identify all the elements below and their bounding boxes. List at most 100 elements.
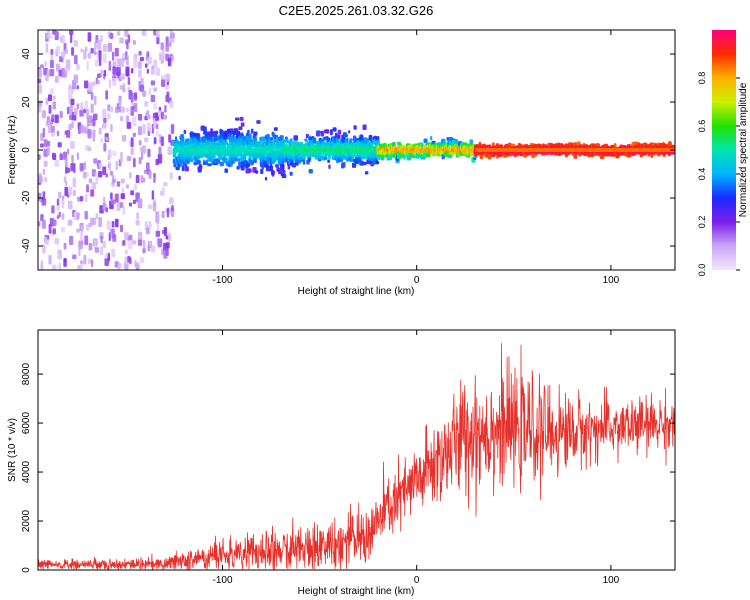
heatmap-cell	[38, 101, 43, 107]
heatmap-cell	[160, 74, 166, 80]
heatmap-cell	[98, 217, 103, 227]
heatmap-cell	[74, 54, 78, 65]
heatmap-cell	[132, 40, 136, 45]
heatmap-cell	[64, 49, 69, 55]
heatmap-cell	[50, 54, 54, 60]
heatmap-cell	[202, 136, 207, 143]
heatmap-cell	[126, 107, 129, 113]
heatmap-cell	[260, 168, 264, 174]
colorbar-tick-label: 0.6	[697, 120, 707, 133]
heatmap-cell	[282, 170, 286, 174]
heatmap-cell	[264, 176, 268, 181]
heatmap-cell	[167, 41, 172, 47]
heatmap-cell	[125, 184, 129, 189]
heatmap-cell	[119, 37, 124, 44]
heatmap-cell	[90, 189, 95, 197]
heatmap-cell	[101, 108, 107, 118]
heatmap-cell	[137, 198, 143, 208]
heatmap-cell	[93, 95, 97, 105]
heatmap-cell	[308, 169, 313, 174]
heatmap-cell	[157, 238, 163, 248]
heatmap-cell	[160, 111, 164, 120]
heatmap-cell	[196, 160, 201, 165]
heatmap-cell	[119, 202, 124, 209]
heatmap-cell	[353, 125, 357, 130]
heatmap-cell	[49, 69, 55, 77]
heatmap-cell	[135, 174, 140, 184]
heatmap-cell	[147, 56, 153, 64]
heatmap-cell	[328, 155, 331, 160]
heatmap-cell	[45, 43, 49, 53]
heatmap-cell	[122, 52, 126, 59]
heatmap-cell	[138, 51, 142, 56]
heatmap-cell	[319, 151, 323, 156]
heatmap-cell	[115, 160, 119, 171]
heatmap-cell	[359, 160, 364, 166]
y-tick-label: -20	[21, 190, 32, 205]
heatmap-cell	[141, 30, 147, 36]
heatmap-cell	[137, 126, 142, 136]
snr-x-ticks: -100 0 100	[212, 330, 620, 586]
heatmap-cell	[285, 139, 290, 144]
heatmap-cell	[48, 254, 52, 265]
heatmap-cell	[166, 242, 170, 249]
heatmap-cell	[76, 152, 80, 160]
heatmap-cell	[179, 160, 183, 166]
heatmap-cell	[155, 67, 161, 76]
colorbar-gradient	[712, 30, 736, 270]
heatmap-cell	[120, 224, 123, 233]
heatmap-cell	[76, 103, 80, 109]
heatmap-cell	[75, 228, 80, 233]
heatmap-cell	[83, 49, 87, 60]
y-tick-label: 4000	[21, 460, 32, 483]
heatmap-cell	[38, 173, 42, 184]
heatmap-cell	[118, 98, 122, 108]
heatmap-cell	[116, 181, 121, 187]
heatmap-cell	[65, 59, 71, 68]
heatmap-cell	[95, 172, 99, 177]
heatmap-cell	[95, 213, 99, 220]
heatmap-cell	[166, 91, 170, 98]
x-tick-label: 0	[414, 575, 420, 586]
heatmap-cell	[108, 79, 111, 88]
heatmap-cell	[72, 189, 76, 197]
heatmap-cell	[103, 117, 107, 124]
heatmap-cell	[48, 105, 52, 114]
heatmap-cell	[70, 98, 75, 106]
heatmap-cell	[156, 130, 159, 137]
heatmap-cell	[198, 164, 203, 169]
heatmap-cell	[116, 31, 121, 36]
heatmap-cell	[158, 52, 162, 61]
heatmap-cell	[235, 117, 240, 121]
heatmap-cell	[111, 248, 115, 257]
heatmap-cell	[163, 226, 168, 236]
heatmap-cell	[42, 244, 46, 254]
heatmap-cell	[80, 48, 83, 53]
heatmap-cell	[161, 50, 165, 60]
heatmap-cell	[127, 77, 131, 85]
heatmap-cell	[137, 113, 143, 121]
heatmap-cell	[60, 51, 66, 58]
heatmap-cell	[224, 157, 228, 162]
heatmap-cell	[67, 219, 73, 226]
heatmap-cell	[375, 161, 380, 165]
heatmap-cell	[76, 212, 80, 220]
heatmap-cell	[112, 178, 117, 183]
heatmap-cell	[63, 176, 67, 183]
heatmap-cell	[170, 124, 175, 134]
heatmap-cell	[214, 135, 219, 141]
colorbar-tick-label: 0.0	[697, 264, 707, 277]
heatmap-cell	[110, 124, 113, 132]
heatmap-cell	[343, 133, 348, 138]
heatmap-cell	[138, 61, 142, 69]
heatmap-cell	[108, 161, 112, 171]
heatmap-cell	[101, 123, 107, 129]
x-tick-label: 100	[603, 275, 620, 286]
heatmap-cell	[169, 197, 174, 205]
heatmap-cell	[320, 130, 324, 137]
heatmap-cell	[133, 102, 138, 113]
heatmap-cell	[54, 238, 60, 245]
heatmap-cell	[69, 30, 74, 35]
heatmap-cell	[255, 170, 259, 174]
heatmap-cell	[153, 87, 158, 92]
